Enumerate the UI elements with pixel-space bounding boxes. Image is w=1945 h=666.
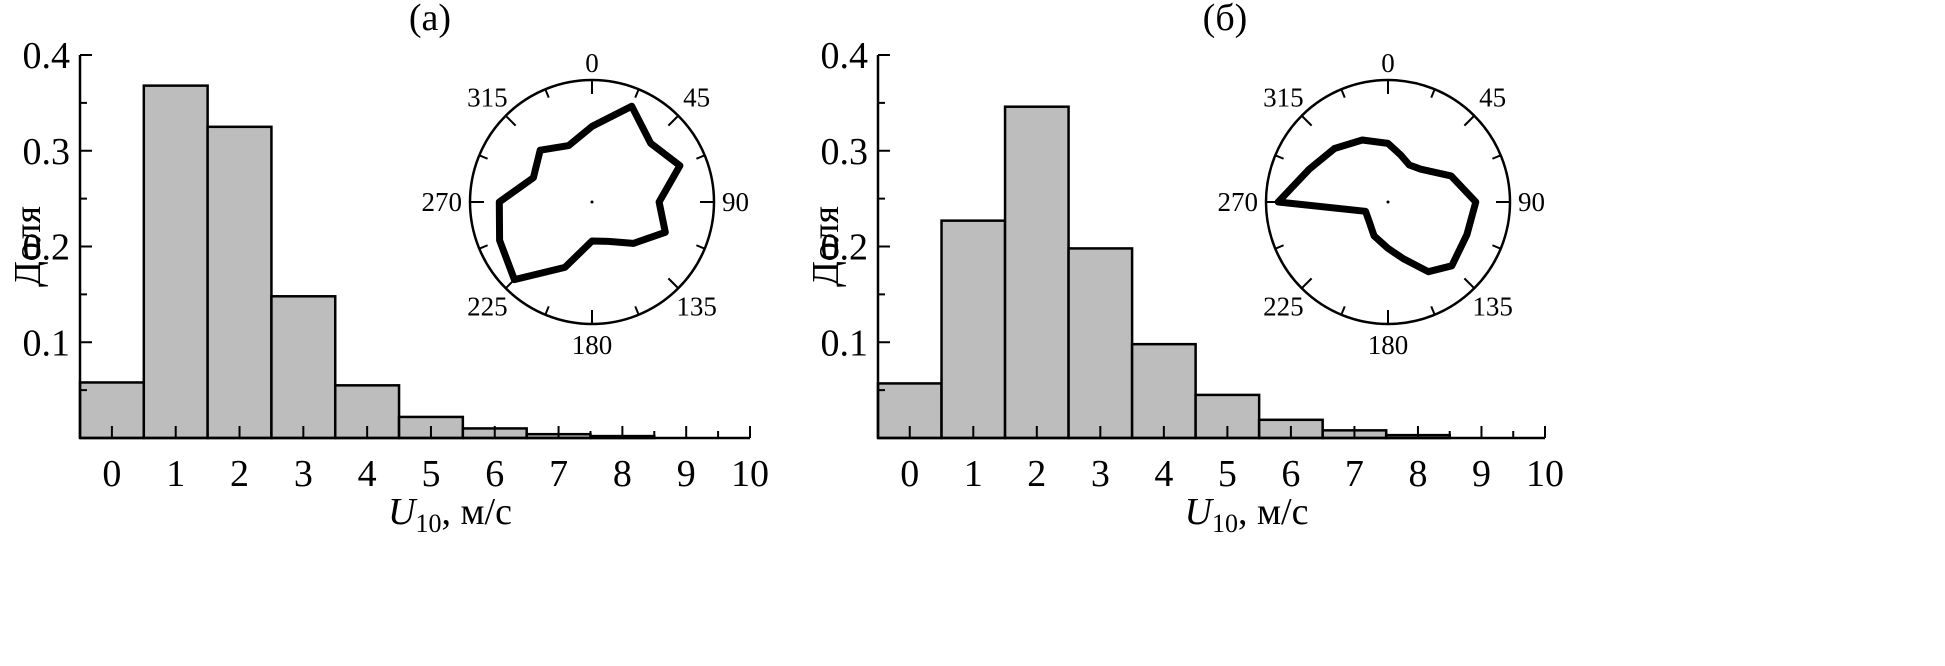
polar-tick xyxy=(505,115,517,127)
polar-angle-label: 270 xyxy=(422,187,463,217)
x-tick-label: 4 xyxy=(1154,453,1173,495)
x-tick-label: 5 xyxy=(1218,453,1237,495)
y-tick-label: 0.1 xyxy=(23,322,71,364)
polar-angle-label: 315 xyxy=(467,82,508,112)
x-axis-label: U10, м/с xyxy=(388,491,512,538)
y-tick-label: 0.3 xyxy=(821,131,869,173)
polar-tick xyxy=(1463,277,1475,289)
polar-tick xyxy=(634,306,640,316)
polar-center-dot xyxy=(1386,200,1390,204)
polar-tick xyxy=(544,306,550,316)
y-tick-label: 0.1 xyxy=(821,322,869,364)
x-tick-label: 7 xyxy=(549,453,568,495)
polar-angle-label: 225 xyxy=(1263,292,1304,322)
polar-angle-label: 0 xyxy=(1381,48,1395,78)
polar-angle-label: 45 xyxy=(683,82,710,112)
wind-direction-rose-line xyxy=(495,102,684,284)
x-tick-label: 2 xyxy=(230,453,249,495)
histogram-bar xyxy=(270,295,337,440)
polar-tick xyxy=(1274,154,1284,160)
polar-tick xyxy=(1301,277,1313,289)
y-axis-label: Доля xyxy=(7,206,49,287)
y-axis-label: Доля xyxy=(805,206,847,287)
polar-angle-label: 270 xyxy=(1218,187,1259,217)
polar-angle-label: 225 xyxy=(467,292,508,322)
x-tick-label: 5 xyxy=(421,453,440,495)
polar-angle-label: 135 xyxy=(676,292,717,322)
polar-angle-label: 180 xyxy=(572,330,613,360)
y-tick-label: 0.3 xyxy=(23,131,71,173)
x-tick-label: 10 xyxy=(731,453,769,495)
x-axis-label: U10, м/с xyxy=(1185,491,1309,538)
x-tick-label: 2 xyxy=(1027,453,1046,495)
x-tick-label: 1 xyxy=(964,453,983,495)
x-tick-label: 9 xyxy=(677,453,696,495)
y-tick-label: 0.2 xyxy=(821,227,869,269)
histogram-bar xyxy=(940,219,1007,440)
polar-angle-label: 315 xyxy=(1263,82,1304,112)
panel-title: (б) xyxy=(1203,0,1248,39)
y-tick-label: 0.4 xyxy=(821,35,869,77)
x-axis-label-subscript: 10 xyxy=(1212,509,1238,538)
y-tick-label: 0.4 xyxy=(23,35,71,77)
polar-tick xyxy=(1463,115,1475,127)
polar-tick xyxy=(1492,154,1502,160)
histogram-bar xyxy=(1003,105,1070,440)
polar-angle-label: 90 xyxy=(722,187,749,217)
x-tick-label: 3 xyxy=(1091,453,1110,495)
histogram-bar xyxy=(206,125,273,440)
x-tick-label: 0 xyxy=(900,453,919,495)
x-tick-label: 4 xyxy=(358,453,377,495)
x-tick-label: 3 xyxy=(294,453,313,495)
polar-tick xyxy=(1274,244,1284,250)
polar-tick xyxy=(696,154,706,160)
polar-center-dot xyxy=(590,200,594,204)
polar-angle-label: 135 xyxy=(1472,292,1513,322)
polar-angle-label: 0 xyxy=(585,48,599,78)
wind-direction-rose-line xyxy=(1274,136,1480,276)
x-axis-label-subscript: 10 xyxy=(415,509,441,538)
polar-angle-label: 90 xyxy=(1518,187,1545,217)
polar-tick xyxy=(1430,306,1436,316)
polar-tick xyxy=(634,88,640,98)
x-tick-label: 6 xyxy=(1281,453,1300,495)
histogram-bar xyxy=(1067,247,1134,440)
polar-tick xyxy=(667,277,679,289)
x-axis-label-variable: U xyxy=(388,491,418,533)
polar-angle-label: 45 xyxy=(1479,82,1506,112)
polar-tick xyxy=(696,244,706,250)
polar-tick xyxy=(667,115,679,127)
polar-tick xyxy=(544,88,550,98)
x-axis-label-units: , м/с xyxy=(441,491,511,533)
x-tick-label: 0 xyxy=(102,453,121,495)
x-axis-label-variable: U xyxy=(1185,491,1215,533)
x-tick-label: 8 xyxy=(613,453,632,495)
x-tick-label: 1 xyxy=(166,453,185,495)
x-tick-label: 9 xyxy=(1472,453,1491,495)
polar-tick xyxy=(1340,306,1346,316)
histogram-bar xyxy=(1130,342,1197,440)
x-tick-label: 8 xyxy=(1408,453,1427,495)
polar-tick xyxy=(1340,88,1346,98)
x-tick-label: 7 xyxy=(1345,453,1364,495)
polar-tick xyxy=(1430,88,1436,98)
polar-tick xyxy=(478,244,488,250)
polar-tick xyxy=(1301,115,1313,127)
y-tick-label: 0.2 xyxy=(23,227,71,269)
panel-title: (а) xyxy=(409,0,451,39)
histogram-bar xyxy=(142,84,209,440)
polar-tick xyxy=(1492,244,1502,250)
polar-angle-label: 180 xyxy=(1368,330,1409,360)
x-tick-label: 10 xyxy=(1526,453,1564,495)
x-tick-label: 6 xyxy=(485,453,504,495)
polar-tick xyxy=(478,154,488,160)
x-axis-label-units: , м/с xyxy=(1238,491,1308,533)
